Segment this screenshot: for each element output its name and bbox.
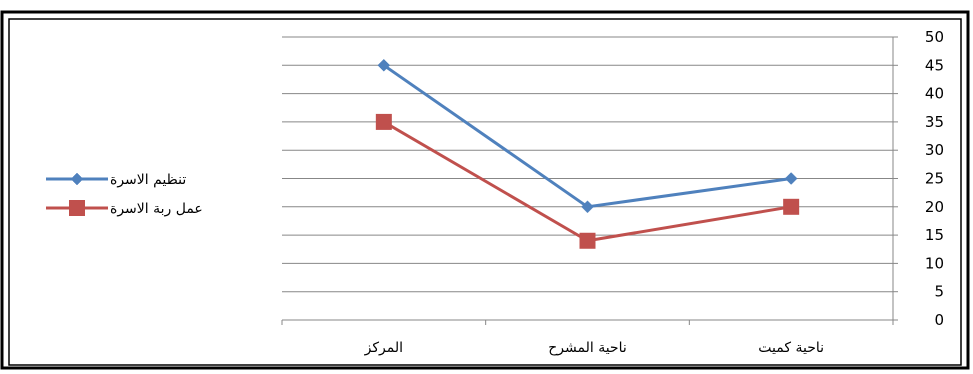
y-tick-label: 30 bbox=[925, 141, 944, 159]
y-tick-label: 15 bbox=[925, 226, 944, 244]
y-tick-label: 45 bbox=[925, 56, 944, 74]
data-point bbox=[580, 233, 596, 249]
x-tick-label: ناحية المشرح bbox=[548, 340, 627, 356]
legend-label: عمل ربة الاسرة bbox=[110, 201, 203, 217]
y-tick-label: 35 bbox=[925, 113, 944, 131]
y-tick-label: 50 bbox=[925, 28, 944, 46]
y-tick-label: 5 bbox=[934, 283, 944, 301]
legend-label: تنظيم الاسرة bbox=[110, 172, 186, 188]
data-point bbox=[783, 199, 799, 215]
data-point bbox=[376, 114, 392, 130]
y-tick-label: 20 bbox=[925, 198, 944, 216]
x-tick-label: ناحية كميت bbox=[758, 340, 824, 356]
legend-marker bbox=[69, 200, 85, 216]
y-tick-label: 0 bbox=[934, 311, 944, 329]
y-tick-label: 25 bbox=[925, 170, 944, 188]
x-tick-label: المركز bbox=[364, 340, 403, 356]
y-tick-label: 40 bbox=[925, 85, 944, 103]
y-tick-label: 10 bbox=[925, 254, 944, 272]
